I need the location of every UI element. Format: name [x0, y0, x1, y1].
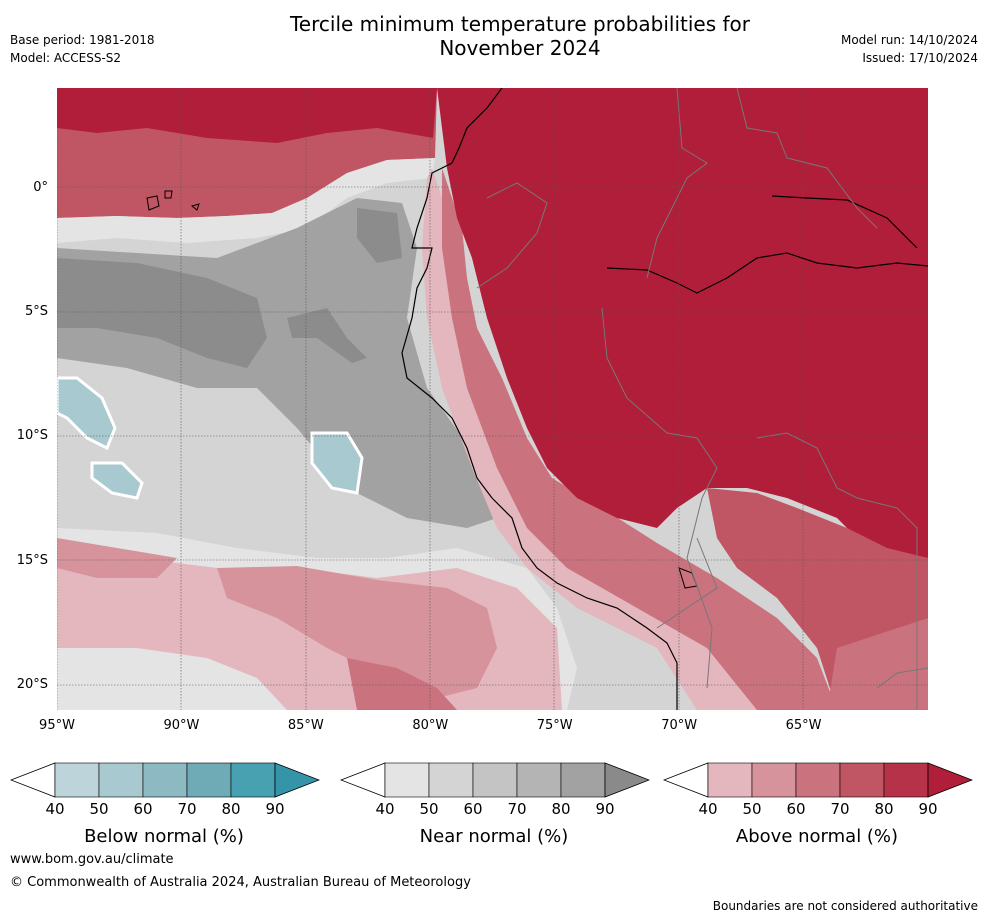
- amazon-river: [606, 252, 928, 294]
- footer-disclaimer: Boundaries are not considered authoritat…: [712, 899, 978, 913]
- colorbar-tick-label: 60: [463, 800, 483, 818]
- footer-url[interactable]: www.bom.gov.au/climate: [10, 852, 174, 867]
- south-ocean-above-mid-region: [217, 566, 497, 698]
- north-ocean-white-band: [57, 158, 435, 243]
- colorbar-low-extend: [10, 762, 56, 798]
- near-normal-darkest-core-3: [357, 208, 402, 263]
- colorbar-segment: [560, 762, 606, 798]
- colorbar-tick-label: 40: [698, 800, 718, 818]
- colorbar-low-extend: [340, 762, 386, 798]
- longitude-label: 70°W: [661, 718, 698, 733]
- colorbar-segment: [883, 762, 929, 798]
- colorbar-high-extend: [274, 762, 320, 798]
- colorbar-segment: [839, 762, 885, 798]
- model-name: Model: ACCESS-S2: [10, 51, 122, 65]
- galapagos-islands: [146, 190, 200, 211]
- colorbar-tick-label: 70: [177, 800, 197, 818]
- colorbar-high-extend: [927, 762, 973, 798]
- coastal-above-mid-band: [442, 168, 837, 710]
- title-line-2: November 2024: [439, 36, 601, 60]
- colorbar-tick-label: 80: [221, 800, 241, 818]
- colorbar-above: [663, 762, 973, 798]
- colorbar-tick-label: 70: [830, 800, 850, 818]
- colorbar-near: [340, 762, 650, 798]
- longitude-label: 90°W: [163, 718, 200, 733]
- below-normal-patch-1: [57, 376, 117, 451]
- page-title: Tercile minimum temperature probabilitie…: [220, 12, 820, 60]
- latitude-label: 15°S: [16, 552, 48, 568]
- longitude-label: 95°W: [39, 718, 75, 733]
- coastline: [401, 88, 678, 710]
- colorbar-tick-label: 50: [419, 800, 439, 818]
- colorbar-tick-label: 60: [133, 800, 153, 818]
- latitude-label: 5°S: [24, 303, 48, 319]
- colorbar-tick-label: 50: [742, 800, 762, 818]
- colorbar-segment: [142, 762, 188, 798]
- longitude-label: 65°W: [785, 718, 822, 733]
- colorbar-title: Below normal (%): [84, 826, 244, 847]
- near-normal-darkest-core: [57, 258, 267, 368]
- colorbar-tick-label: 60: [786, 800, 806, 818]
- colorbar-segment: [516, 762, 562, 798]
- colorbar-tick-label: 40: [375, 800, 395, 818]
- footer-copyright: © Commonwealth of Australia 2024, Austra…: [10, 875, 471, 890]
- longitude-label: 85°W: [287, 718, 324, 733]
- graticule-grid: [57, 88, 928, 710]
- colorbar-segment: [795, 762, 841, 798]
- land-southeast-above-region: [827, 618, 928, 710]
- north-ocean-above-strong-region: [57, 88, 437, 143]
- colorbar-tick-label: 80: [551, 800, 571, 818]
- longitude-label: 75°W: [536, 718, 573, 733]
- latitude-label: 10°S: [16, 428, 48, 444]
- model-run: Model run: 14/10/2024: [840, 33, 978, 47]
- colorbar-tick-label: 40: [45, 800, 65, 818]
- colorbar-tick-label: 90: [265, 800, 285, 818]
- country-borders: [476, 88, 928, 710]
- colorbar-segment: [428, 762, 474, 798]
- land-above-strong-region: [437, 88, 928, 558]
- below-normal-patch-3: [310, 431, 364, 495]
- probability-map: [57, 88, 928, 710]
- colorbar-segment: [472, 762, 518, 798]
- south-ocean-above-deep-region: [347, 658, 457, 710]
- colorbar-segment: [186, 762, 232, 798]
- colorbar-segment: [707, 762, 753, 798]
- colorbar-tick-label: 90: [918, 800, 938, 818]
- latitude-label: 20°S: [16, 677, 48, 693]
- issued-date: Issued: 17/10/2024: [862, 51, 978, 65]
- below-normal-patch-2: [90, 461, 144, 500]
- colorbar-tick-label: 50: [89, 800, 109, 818]
- longitude-label: 80°W: [412, 718, 449, 733]
- colorbar-low-extend: [663, 762, 709, 798]
- colorbar-segment: [230, 762, 276, 798]
- title-line-1: Tercile minimum temperature probabilitie…: [289, 12, 751, 36]
- near-normal-darkest-core-2: [287, 308, 367, 363]
- colorbar-tick-label: 90: [595, 800, 615, 818]
- colorbar-segment: [384, 762, 430, 798]
- south-ocean-above-west-region: [57, 538, 177, 578]
- colorbar-tick-label: 80: [874, 800, 894, 818]
- colorbar-segment: [98, 762, 144, 798]
- colorbar-below: [10, 762, 320, 798]
- colorbar-high-extend: [604, 762, 650, 798]
- colorbar-segment: [54, 762, 100, 798]
- colorbar-title: Near normal (%): [419, 826, 569, 847]
- latitude-label: 0°: [33, 179, 48, 195]
- base-period: Base period: 1981-2018: [10, 33, 155, 47]
- colorbar-title: Above normal (%): [735, 826, 899, 847]
- northern-river: [771, 195, 918, 249]
- colorbar-segment: [751, 762, 797, 798]
- colorbar-tick-label: 70: [507, 800, 527, 818]
